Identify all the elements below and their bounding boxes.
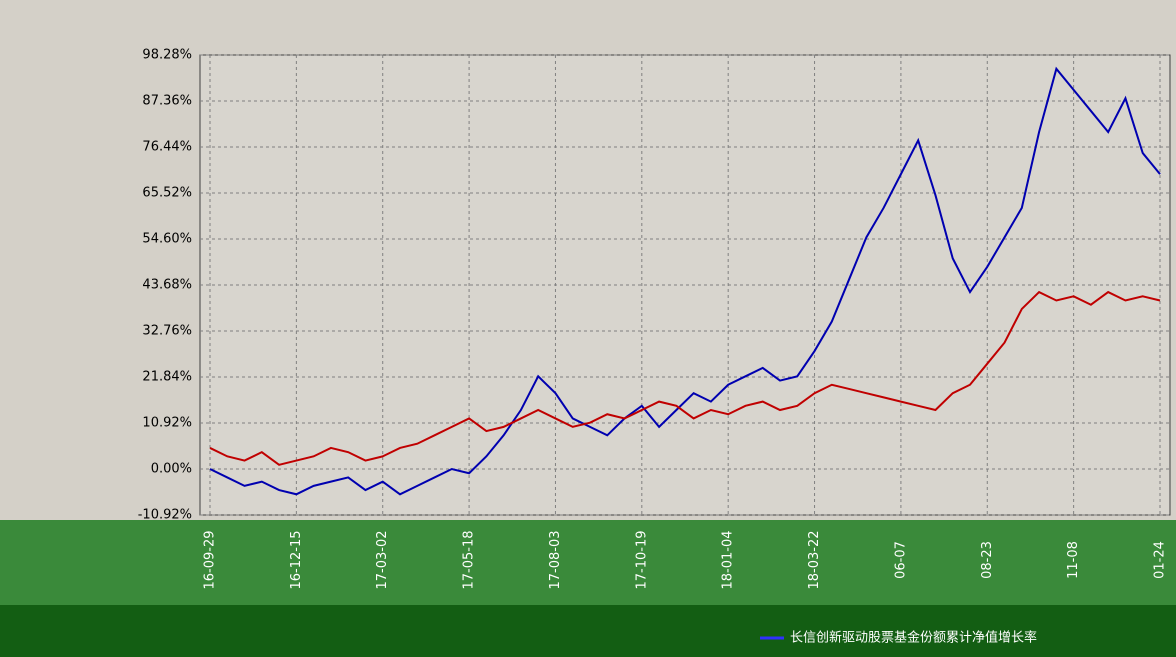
y-tick-label: 54.60%	[142, 232, 192, 247]
x-axis-band	[0, 520, 1176, 605]
x-tick-label: 16-09-29	[203, 530, 218, 589]
y-tick-label: 76.44%	[142, 140, 192, 155]
page: {"chart_data": {"type": "line", "categor…	[0, 0, 1176, 657]
legend-label: 长信创新驱动股票基金份额累计净值增长率	[790, 630, 1037, 646]
y-tick-label: 65.52%	[142, 186, 192, 201]
y-tick-label: 43.68%	[142, 278, 192, 293]
x-tick-label: 18-01-04	[721, 530, 736, 589]
y-tick-label: 98.28%	[142, 48, 192, 63]
y-tick-label: 87.36%	[142, 94, 192, 109]
x-tick-label: 17-08-03	[548, 530, 563, 589]
x-tick-label: 16-12-15	[289, 530, 304, 589]
x-tick-label: 17-03-02	[375, 530, 390, 589]
x-tick-label: 01-24	[1153, 541, 1168, 579]
chart: -10.92% 0.00% 10.92% 21.84% 32.76% 43.68% 54.6…	[0, 0, 1176, 657]
y-tick-label: 0.00%	[151, 462, 192, 477]
x-tick-label: 06-07	[893, 541, 908, 579]
y-tick-label: -10.92%	[138, 508, 192, 523]
x-tick-label: 17-10-19	[634, 530, 649, 589]
x-tick-label: 18-03-22	[807, 530, 822, 589]
y-tick-label: 32.76%	[142, 324, 192, 339]
y-tick-label: 10.92%	[142, 416, 192, 431]
x-tick-label: 08-23	[980, 541, 995, 579]
x-tick-label: 11-08	[1066, 541, 1081, 579]
x-tick-label: 17-05-18	[462, 530, 477, 589]
y-tick-label: 21.84%	[142, 370, 192, 385]
